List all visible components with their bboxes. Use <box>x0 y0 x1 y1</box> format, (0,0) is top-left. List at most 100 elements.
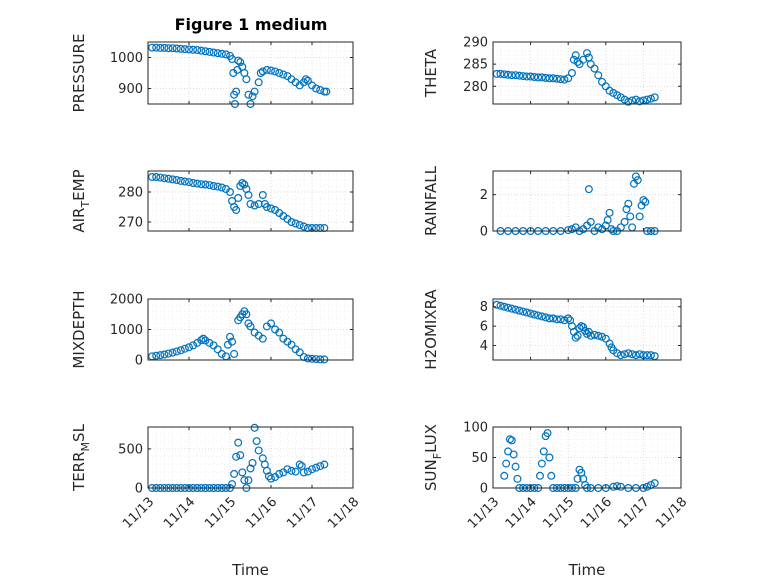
data-point <box>534 73 543 82</box>
y-tick-label: 8 <box>480 300 488 315</box>
data-series <box>148 43 331 108</box>
data-point <box>267 319 276 328</box>
data-point <box>320 460 329 469</box>
data-point <box>295 348 304 357</box>
data-point <box>246 200 255 209</box>
axes-box <box>492 298 682 361</box>
data-point <box>505 435 514 444</box>
data-series <box>492 49 659 106</box>
data-point <box>603 216 612 225</box>
data-series <box>148 307 329 364</box>
y-tick-label: 2 <box>480 188 488 203</box>
data-point <box>582 49 591 58</box>
data-point <box>515 306 524 315</box>
data-point <box>209 182 218 191</box>
data-point <box>537 459 546 468</box>
data-point <box>534 311 543 320</box>
data-point <box>168 44 177 53</box>
data-point <box>605 339 614 348</box>
data-point <box>242 310 251 319</box>
y-axis-label: AIRTEMP <box>70 169 92 232</box>
data-point <box>552 315 561 324</box>
data-point <box>601 334 610 343</box>
data-point <box>299 222 308 231</box>
data-point <box>530 72 539 81</box>
data-point <box>205 338 214 347</box>
data-point <box>250 201 259 210</box>
data-point <box>526 72 535 81</box>
data-point <box>152 173 161 182</box>
data-point <box>631 95 640 104</box>
data-point <box>275 469 284 478</box>
data-point <box>605 208 614 217</box>
data-point <box>598 332 607 341</box>
data-point <box>291 219 300 228</box>
data-point <box>217 183 226 192</box>
data-point <box>226 188 235 197</box>
data-point <box>262 466 271 475</box>
data-point <box>571 333 580 342</box>
data-point <box>303 76 312 85</box>
data-point <box>635 212 644 221</box>
subplot-mixdepth: 0 1000 2000 MIXDEPTH <box>70 290 354 369</box>
data-point <box>513 474 522 483</box>
grid-lines <box>148 427 353 488</box>
data-point <box>246 322 255 331</box>
data-point <box>301 75 310 84</box>
data-point <box>530 310 539 319</box>
data-point <box>287 218 296 227</box>
data-point <box>515 71 524 80</box>
data-point <box>262 203 271 212</box>
data-point <box>502 459 511 468</box>
y-tick-label: 270 <box>118 216 143 231</box>
data-point <box>238 179 247 188</box>
data-point <box>496 69 505 78</box>
data-point <box>172 176 181 185</box>
data-point <box>541 73 550 82</box>
data-point <box>552 74 561 83</box>
data-point <box>590 64 599 73</box>
data-point <box>189 179 198 188</box>
y-axis-label: MIXDEPTH <box>70 290 88 368</box>
data-point <box>279 70 288 79</box>
data-point <box>312 84 321 93</box>
axes-box <box>492 170 682 232</box>
y-tick-label: 0 <box>480 225 488 240</box>
data-point <box>526 309 535 318</box>
data-point <box>180 344 189 353</box>
data-point <box>248 458 257 467</box>
data-point <box>639 196 648 205</box>
data-point <box>507 436 516 445</box>
data-point <box>643 95 652 104</box>
data-point <box>176 44 185 53</box>
data-point <box>545 314 554 323</box>
data-point <box>496 301 505 310</box>
y-tick-label: 500 <box>118 442 143 457</box>
data-point <box>500 302 509 311</box>
data-point <box>234 56 243 65</box>
data-point <box>573 331 582 340</box>
data-point <box>256 68 265 77</box>
data-point <box>567 68 576 77</box>
data-point <box>631 351 640 360</box>
data-point <box>271 67 280 76</box>
data-point <box>303 467 312 476</box>
data-point <box>500 471 509 480</box>
data-point <box>291 467 300 476</box>
subplot-theta: 280 285 290 THETA <box>422 36 682 106</box>
data-point <box>176 176 185 185</box>
data-point <box>230 469 239 478</box>
data-point <box>549 314 558 323</box>
data-point <box>242 75 251 84</box>
data-point <box>312 463 321 472</box>
data-point <box>199 334 208 343</box>
data-point <box>287 340 296 349</box>
data-point <box>201 336 210 345</box>
y-axis-label: THETA <box>422 48 440 98</box>
data-point <box>511 462 520 471</box>
data-point <box>232 206 241 215</box>
data-point <box>185 178 194 187</box>
data-point <box>234 438 243 447</box>
y-tick-label: 1000 <box>110 51 143 66</box>
data-point <box>624 199 633 208</box>
